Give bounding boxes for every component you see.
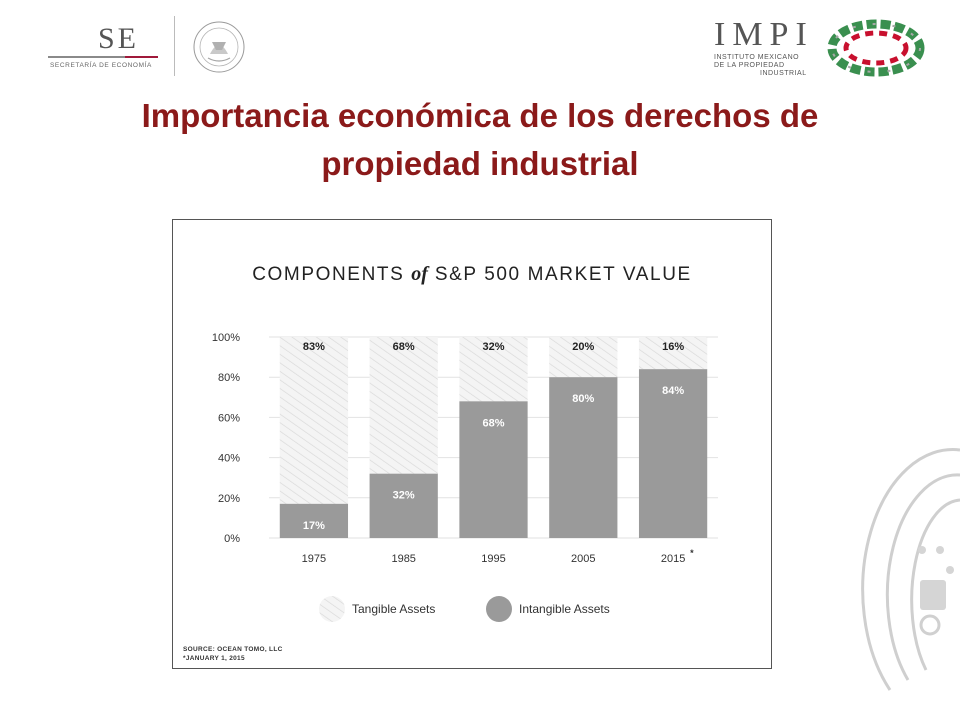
- data-label-intangible: 80%: [572, 393, 594, 405]
- chart-panel: COMPONENTS of S&P 500 MARKET VALUE 0% 20%…: [172, 219, 772, 669]
- legend-swatch: [319, 596, 345, 622]
- data-label-tangible: 16%: [662, 341, 684, 353]
- data-label-intangible: 84%: [662, 385, 684, 397]
- bar-tangible: [549, 337, 618, 378]
- bar-tangible: [638, 337, 708, 370]
- footnote-line: *JANUARY 1, 2015: [183, 655, 245, 662]
- impi-emblem-icon: [827, 19, 925, 77]
- source-note: SOURCE: OCEAN TOMO, LLC *JANUARY 1, 2015: [183, 645, 283, 663]
- bar-intangible: [369, 473, 438, 538]
- y-tick-label: 40%: [218, 453, 240, 465]
- impi-logo-subline: INDUSTRIAL: [760, 70, 807, 77]
- impi-logo-subline: DE LA PROPIEDAD: [714, 62, 785, 69]
- y-tick-label: 100%: [212, 332, 240, 344]
- impi-logo-word: IMPI: [714, 16, 814, 53]
- chart-title: COMPONENTS of S&P 500 MARKET VALUE: [173, 263, 771, 286]
- data-label-tangible: 32%: [482, 341, 504, 353]
- x-tick-label: 1985: [391, 553, 415, 565]
- se-logo-letters: SE: [98, 22, 140, 55]
- se-logo-subtitle: SECRETARÍA DE ECONOMÍA: [50, 62, 152, 69]
- chart-title-connector: of: [411, 263, 428, 285]
- data-label-tangible: 83%: [303, 341, 325, 353]
- slide-title-line: Importancia económica de los derechos de: [141, 97, 819, 134]
- bar-intangible: [459, 401, 528, 538]
- source-line: SOURCE: OCEAN TOMO, LLC: [183, 646, 283, 653]
- bar-intangible: [279, 503, 349, 538]
- data-label-intangible: 32%: [393, 490, 415, 502]
- y-tick-label: 20%: [218, 493, 240, 505]
- y-tick-label: 80%: [218, 372, 240, 384]
- data-label-tangible: 20%: [572, 341, 594, 353]
- data-label-intangible: 17%: [303, 520, 325, 532]
- legend-label: Tangible Assets: [352, 602, 435, 616]
- se-logo: SE SECRETARÍA DE ECONOMÍA: [40, 16, 260, 80]
- x-tick-label: 2005: [571, 553, 595, 565]
- x-tick-label: 1995: [481, 553, 505, 565]
- data-label-intangible: 68%: [482, 417, 504, 429]
- x-tick-label: 1975: [302, 553, 326, 565]
- x-tick-footnote-mark: *: [690, 548, 694, 558]
- slide-title: Importancia económica de los derechos de…: [60, 92, 900, 188]
- legend-swatch: [486, 596, 512, 622]
- stacked-bar-chart: 0% 20% 40% 60% 80% 100% 83% 17% 1975 68% 32% 1985 3…: [212, 332, 718, 622]
- x-tick-label: 2015: [661, 553, 685, 565]
- data-label-tangible: 68%: [393, 341, 415, 353]
- y-tick-label: 0%: [224, 533, 240, 545]
- chart-title-before: COMPONENTS: [252, 264, 405, 285]
- impi-logo: IMPI INSTITUTO MEXICANO DE LA PROPIEDAD …: [708, 16, 928, 82]
- legend-label: Intangible Assets: [519, 602, 610, 616]
- mexico-seal-icon: [193, 21, 245, 73]
- slide-title-line: propiedad industrial: [321, 145, 639, 182]
- bar-intangible: [638, 369, 708, 538]
- chart-title-after: S&P 500 MARKET VALUE: [434, 264, 692, 285]
- bar-tangible: [279, 337, 349, 504]
- logo-divider: [174, 16, 175, 76]
- y-tick-label: 60%: [218, 412, 240, 424]
- bar-tangible: [459, 337, 528, 402]
- bar-intangible: [549, 377, 618, 538]
- se-logo-rule: [48, 56, 158, 58]
- bar-tangible: [369, 337, 438, 474]
- impi-logo-subline: INSTITUTO MEXICANO: [714, 54, 800, 61]
- circuit-decoration-icon: [861, 448, 960, 691]
